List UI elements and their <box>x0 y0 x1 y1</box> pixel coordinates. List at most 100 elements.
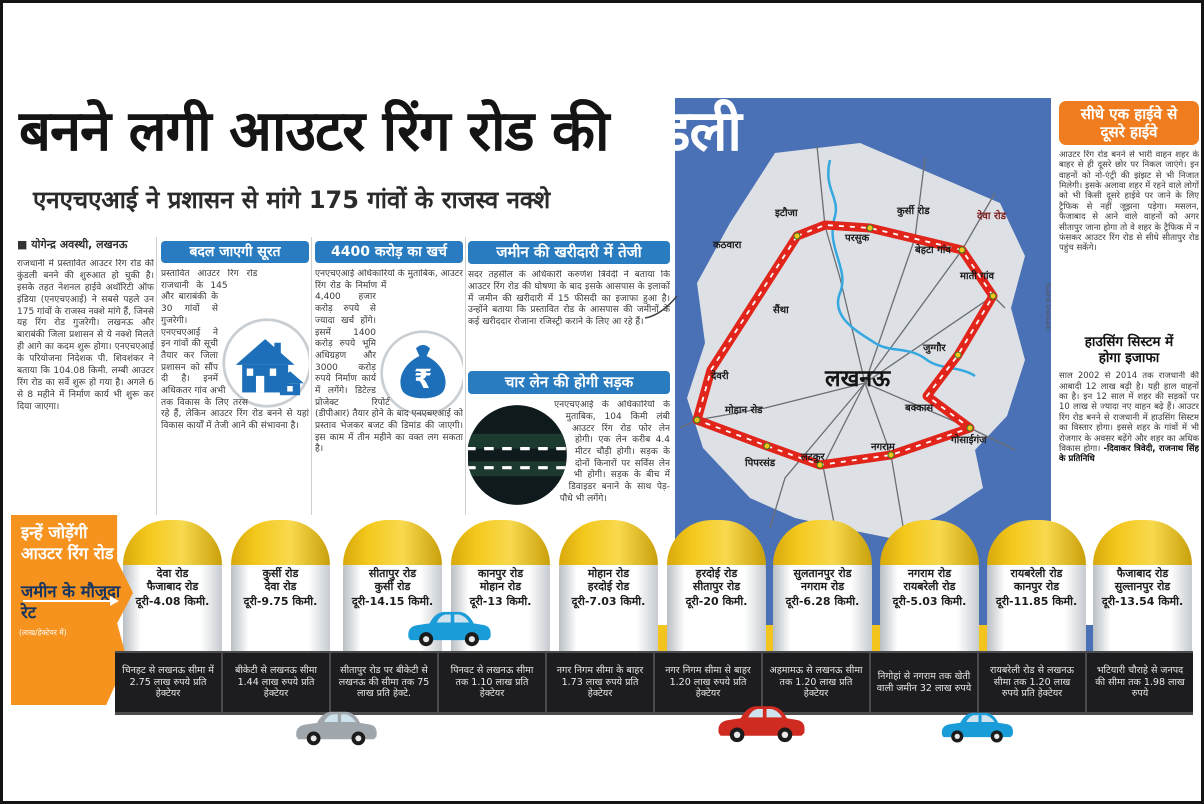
page-title: बनने लगी आउटर रिंग रोड की कुंडली <box>19 91 742 167</box>
right-column: सीधे एक हाईवे से दूसरे हाईवे आउटर रिंग र… <box>1059 101 1199 531</box>
column-divider <box>311 237 312 515</box>
blue-car <box>405 603 493 649</box>
land-rate-cell: चिनहट से लखनऊ सीमा में 2.75 लाख रुपये प्… <box>115 653 223 712</box>
land-rate-cell: रायबरेली रोड से लखनऊ सीमा तक 1.20 लाख रु… <box>979 653 1087 712</box>
land-rate-cell: पिनवट से लखनऊ सीमा तक 1.10 लाख प्रति हेक… <box>439 653 547 712</box>
milestone-road1: फैजाबाद रोड <box>1116 567 1169 580</box>
lead-paragraph: राजधानी में प्रस्तावित आउटर रिंग रोड की … <box>17 259 154 412</box>
milestone-road1: सुलतानपुर रोड <box>793 567 852 580</box>
connects-roads-label: इन्हें जोड़ेंगी आउटर रिंग रोड <box>21 523 114 563</box>
box-cost-body: ₹ एनएचएआई अधिकारियों के मुताबिक, आउटर रि… <box>315 269 463 515</box>
page-title-black: बनने लगी आउटर रिंग रोड की <box>19 99 609 164</box>
milestone-road2: रायबरेली रोड <box>903 579 956 593</box>
box-four-lane-title: चार लेन की होगी सड़क <box>468 371 670 395</box>
map-label: परसुक <box>844 233 871 244</box>
milestone-distance: दूरी-13.54 किमी. <box>1101 595 1184 609</box>
milestone-distance: दूरी-6.28 किमी. <box>785 595 860 609</box>
housing-box-title: हाउसिंग सिस्टम में होगा इजाफा <box>1059 334 1199 366</box>
milestone-road2: हरदोई रोड <box>587 579 630 593</box>
page-title-accent: कुंडली <box>618 99 741 164</box>
land-rates-unit-note: (लाख/हेक्टेयर में) <box>19 627 67 637</box>
rupee-symbol: ₹ <box>414 364 432 395</box>
milestone-distance: दूरी-14.15 किमी. <box>351 595 434 609</box>
milestone-cap <box>559 520 658 565</box>
housing-box-body: साल 2002 से 2014 तक राजधानी की आबादी 12 … <box>1059 371 1199 531</box>
map-label: लटकुर <box>800 452 826 463</box>
intro-arrow-block: इन्हें जोड़ेंगी आउटर रिंग रोड जमीन के मौ… <box>11 515 133 705</box>
map-credit: Sushil Dwivedi <box>1044 283 1051 331</box>
box-change-face-text: प्रस्तावित आउटर रिंग रोड राजधानी के 145 … <box>161 269 309 432</box>
map-label: नगराम <box>870 442 896 453</box>
subheadline: एनएचएआई ने प्रशासन से मांगे 175 गांवों क… <box>33 186 551 214</box>
city-label-lucknow: लखनऊ <box>824 366 891 392</box>
map-label: पिपरसंड <box>744 456 776 469</box>
land-rate-cell: नगर निगम सीमा के बाहर 1.73 लाख रुपये प्र… <box>547 653 655 712</box>
milestone-nagram-road: नगराम रोड रायबरेली रोड दूरी-5.03 किमी. <box>880 520 979 651</box>
milestone-road1: हरदोई रोड <box>695 567 738 580</box>
milestone-distance: दूरी-4.08 किमी. <box>135 595 210 609</box>
box-change-face-body: प्रस्तावित आउटर रिंग रोड राजधानी के 145 … <box>161 269 309 515</box>
milestone-faizabad-road: फैजाबाद रोड सुल्तानपुर रोड दूरी-13.54 किम… <box>1093 520 1192 651</box>
milestone-kursi-road: कुर्सी रोड देवा रोड दूरी-9.75 किमी. <box>231 520 330 651</box>
milestone-road1: कुर्सी रोड <box>262 567 299 580</box>
milestone-road1: मोहान रोड <box>587 567 630 580</box>
housing-box-text: साल 2002 से 2014 तक राजधानी की आबादी 12 … <box>1059 371 1199 454</box>
milestone-road2: मोहान रोड <box>479 579 522 593</box>
housing-title-line1: हाउसिंग सिस्टम में <box>1084 334 1174 350</box>
land-rate-cell: नगर निगम सीमा से बाहर 1.20 लाख रुपये प्र… <box>655 653 763 712</box>
milestone-road2: सीतापुर रोड <box>692 579 741 593</box>
box-land-buying-body: सदर तहसील के अधिकारी करुणेश त्रिवेदी ने … <box>468 270 670 327</box>
map-label: मोहान रोड <box>724 403 763 416</box>
milestone-deva-road: देवा रोड फैजाबाद रोड दूरी-4.08 किमी. <box>123 520 222 651</box>
milestone-hardoi-road: हरदोई रोड सीतापुर रोड दूरी-20 किमी. <box>667 520 766 651</box>
map-label: देवरी <box>710 369 729 382</box>
box-cost: 4400 करोड़ का खर्च ₹ एनएचएआई अधिकारियों … <box>315 241 463 515</box>
connector-line <box>644 295 678 319</box>
milestone-distance: दूरी-11.85 किमी. <box>995 595 1078 609</box>
milestone-raebareli-road: रायबरेली रोड कानपुर रोड दूरी-11.85 किमी. <box>987 520 1086 651</box>
map-label: सैंथा <box>772 303 789 316</box>
district-landmass <box>687 143 1025 538</box>
grey-car <box>293 703 379 748</box>
highway-box-body: आउटर रिंग रोड बनने से भारी वाहन शहर के ब… <box>1059 150 1199 254</box>
red-car <box>715 697 807 745</box>
milestone-sultanpur-road: सुलतानपुर रोड नगराम रोड दूरी-6.28 किमी. <box>773 520 872 651</box>
map-label: गोसाईगंज <box>950 433 987 446</box>
highway-title-line2: दूसरे हाईवे <box>1100 123 1158 141</box>
milestone-road2: नगराम रोड <box>800 579 845 593</box>
land-rate-strip: चिनहट से लखनऊ सीमा में 2.75 लाख रुपये प्… <box>115 651 1193 715</box>
land-rate-cell: बीकेटी से लखनऊ सीमा 1.44 लाख रुपये प्रति… <box>223 653 331 712</box>
box-change-face: बदल जाएगी सूरत प्रस्तावित आउटर रिंग रोड … <box>161 241 309 515</box>
column-divider <box>465 237 466 515</box>
land-rate-cell: अहमामऊ से लखनऊ सीमा तक 1.20 लाख प्रति हे… <box>763 653 871 712</box>
box-land-buying: जमीन की खरीदारी में तेजी सदर तहसील के अध… <box>468 241 670 366</box>
milestone-distance: दूरी-9.75 किमी. <box>243 595 318 609</box>
milestone-distance: दूरी-13 किमी. <box>469 595 532 609</box>
byline: ■ योगेन्द्र अवस्थी, लखनऊ <box>17 238 128 251</box>
milestone-road2: कुर्सी रोड <box>374 579 411 593</box>
milestone-road1: कानपुर रोड <box>477 567 524 580</box>
map-label: इटौजा <box>774 206 798 219</box>
highway-title-line1: सीधे एक हाईवे से <box>1080 105 1178 123</box>
milestone-road2: देवा रोड <box>264 579 297 593</box>
map-label: जुग्गौर <box>922 341 946 354</box>
milestone-distance: दूरी-5.03 किमी. <box>892 595 967 609</box>
milestone-road1: देवा रोड <box>156 567 189 580</box>
column-divider <box>156 237 157 515</box>
box-land-buying-title: जमीन की खरीदारी में तेजी <box>468 241 670 265</box>
gomti-river <box>827 159 976 378</box>
milestone-road2: सुल्तानपुर रोड <box>1114 579 1171 593</box>
land-rate-cell: सीतापुर रोड पर बीकेटी से लखनऊ की सीमा तक… <box>331 653 439 712</box>
milestone-road1: सीतापुर रोड <box>368 567 417 580</box>
junction-dots <box>693 224 997 469</box>
milestone-distance: दूरी-7.03 किमी. <box>571 595 646 609</box>
box-cost-text: एनएचएआई अधिकारियों के मुताबिक, आउटर रिंग… <box>315 269 463 455</box>
map-label: माती गांव <box>959 269 995 282</box>
highway-box-title: सीधे एक हाईवे से दूसरे हाईवे <box>1059 101 1199 145</box>
right-arrow-icon <box>23 596 119 606</box>
box-four-lane: चार लेन की होगी सड़क एनएचएआई के अधिकारिय… <box>468 371 670 518</box>
milestone-road1: रायबरेली रोड <box>1010 567 1063 580</box>
map-label: बेहटा गांव <box>914 243 951 256</box>
box-cost-title: 4400 करोड़ का खर्च <box>315 241 463 264</box>
